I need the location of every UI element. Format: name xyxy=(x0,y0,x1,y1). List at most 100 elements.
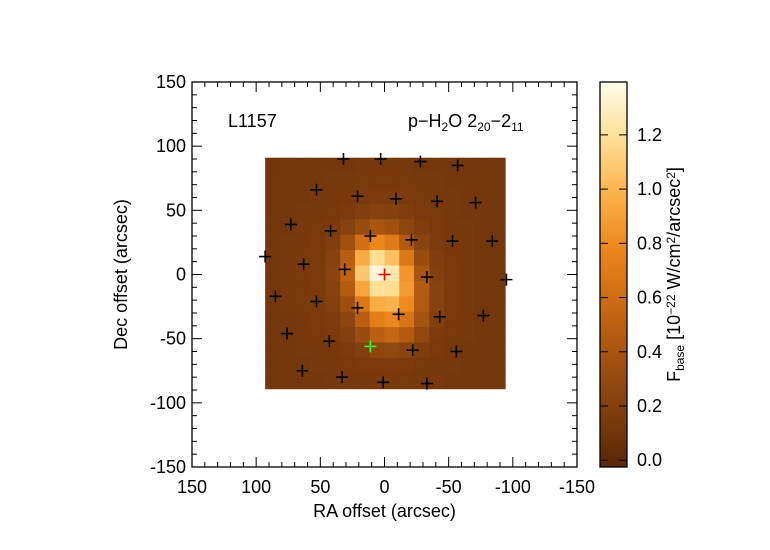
map-cell xyxy=(369,188,385,205)
map-cell xyxy=(474,234,491,251)
map-cell xyxy=(310,327,326,344)
map-cell xyxy=(369,296,385,313)
marker xyxy=(338,263,351,276)
map-cell xyxy=(444,373,460,390)
marker xyxy=(351,301,364,314)
map-cell xyxy=(474,188,491,205)
marker xyxy=(374,153,387,165)
map-cell xyxy=(340,157,356,174)
marker xyxy=(337,153,350,165)
x-tick-label: 0 xyxy=(379,477,389,497)
map-cell xyxy=(265,311,282,328)
map-cell xyxy=(414,203,430,220)
marker xyxy=(420,271,433,284)
marker xyxy=(451,159,464,172)
map-cell xyxy=(340,265,356,282)
map-cell xyxy=(280,296,296,313)
map-cell xyxy=(295,157,311,174)
map-cell xyxy=(310,157,326,174)
map-cell xyxy=(444,327,460,344)
map-cell xyxy=(489,173,506,190)
map-cell xyxy=(458,250,475,267)
x-tick-label: 50 xyxy=(310,477,330,497)
map-cell xyxy=(354,373,371,390)
map-cell xyxy=(295,265,311,282)
map-cell xyxy=(489,357,506,374)
x-tick-label: -50 xyxy=(436,477,462,497)
map-cell xyxy=(384,219,400,236)
colorbar xyxy=(599,81,628,468)
marker xyxy=(310,183,323,196)
map-cell xyxy=(429,296,445,313)
map-cell xyxy=(458,173,475,190)
map-cell xyxy=(265,203,282,220)
map-cell xyxy=(489,265,506,282)
map-cell xyxy=(280,203,296,220)
map-cell xyxy=(265,157,282,174)
map-cell xyxy=(310,265,326,282)
y-tick-label: 150 xyxy=(156,72,186,92)
map-cell xyxy=(340,188,356,205)
map-cell xyxy=(280,265,296,282)
colorbar-tick-label: 0.8 xyxy=(637,233,662,253)
map-cell xyxy=(340,234,356,251)
map-cell xyxy=(295,280,311,297)
map-cell xyxy=(325,219,341,236)
map-cell xyxy=(474,157,491,174)
map-cell xyxy=(444,280,460,297)
map-cell xyxy=(429,311,445,328)
y-tick-label: -50 xyxy=(160,329,186,349)
map-cell xyxy=(399,373,415,390)
colorbar-tick-label: 0.0 xyxy=(637,450,662,470)
map-cell xyxy=(369,250,385,267)
map-cell xyxy=(458,219,475,236)
annotation: L1157 xyxy=(228,111,277,131)
map-cell xyxy=(399,265,415,282)
colorbar-title: Fbase [10−22 W/cm2/arcsec2] xyxy=(664,167,687,382)
map-cell xyxy=(444,311,460,328)
map-cell xyxy=(474,173,491,190)
text-part: L1157 xyxy=(228,111,277,131)
map-cell xyxy=(340,342,356,359)
map-cell xyxy=(429,373,445,390)
map-cell xyxy=(295,373,311,390)
marker xyxy=(405,233,418,246)
map-cell xyxy=(280,219,296,236)
map-cell xyxy=(280,327,296,344)
marker xyxy=(420,377,433,390)
map-cell xyxy=(280,157,296,174)
map-cell xyxy=(295,296,311,313)
map-cell xyxy=(458,296,475,313)
map-cell xyxy=(474,357,491,374)
map-cell xyxy=(474,250,491,267)
map-cell xyxy=(340,203,356,220)
map-cell xyxy=(354,357,371,374)
text-part: −22 xyxy=(664,294,678,315)
map-cell xyxy=(384,311,400,328)
marker xyxy=(377,376,390,389)
text-part: W/cm xyxy=(664,244,684,295)
map-cell xyxy=(369,357,385,374)
map-cell xyxy=(458,373,475,390)
map-cell xyxy=(414,250,430,267)
map-cell xyxy=(325,265,341,282)
map-cell xyxy=(325,296,341,313)
x-tick-label: -150 xyxy=(559,477,595,497)
text-part: ] xyxy=(664,167,684,172)
map-cell xyxy=(340,280,356,297)
map-cell xyxy=(429,342,445,359)
marker xyxy=(500,273,513,286)
map-cell xyxy=(280,311,296,328)
text-part: 20 xyxy=(477,120,491,134)
map-cell xyxy=(369,219,385,236)
map-cell xyxy=(414,342,430,359)
map-cell xyxy=(444,173,460,190)
colorbar-tick-label: 0.6 xyxy=(637,288,662,308)
map-cell xyxy=(310,219,326,236)
map-cell xyxy=(414,188,430,205)
text-part: [10 xyxy=(664,315,684,345)
map-cell xyxy=(295,250,311,267)
map-cell xyxy=(384,373,400,390)
